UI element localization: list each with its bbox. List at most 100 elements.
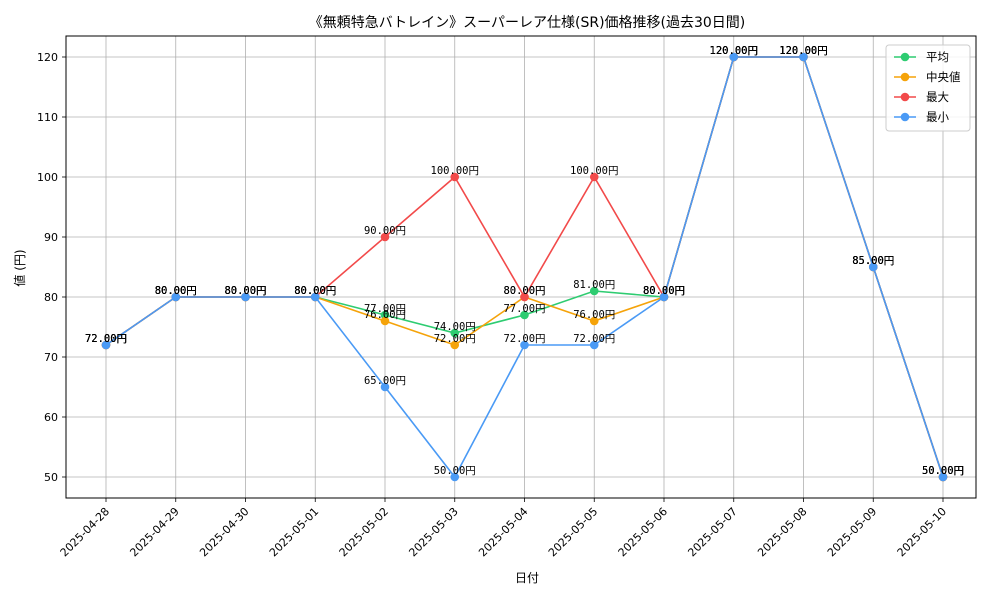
- data-label: 80.00円: [155, 285, 197, 297]
- chart-title: 《無頼特急バトレイン》スーパーレア仕様(SR)価格推移(過去30日間): [309, 15, 746, 31]
- data-label: 76.00円: [364, 309, 406, 321]
- data-label: 77.00円: [364, 303, 406, 315]
- x-tick-label: 2025-05-04: [476, 505, 530, 559]
- data-point: [729, 52, 739, 62]
- data-point: [938, 472, 948, 482]
- data-label: 72.00円: [85, 333, 127, 345]
- legend-label: 最大: [926, 90, 949, 104]
- data-label: 80.00円: [155, 285, 197, 297]
- legend-item: 最小: [894, 110, 949, 124]
- x-tick-label: 2025-05-06: [616, 505, 670, 559]
- data-label: 80.00円: [294, 285, 336, 297]
- data-label: 80.00円: [643, 285, 685, 297]
- data-label: 80.00円: [643, 285, 685, 297]
- data-label: 80.00円: [294, 285, 336, 297]
- data-labels: 72.00円 80.00円 80.00円 80.00円 77.00円 74.00円 77.0…: [85, 45, 964, 477]
- data-point: [241, 292, 250, 302]
- y-tick-label: 80: [44, 291, 58, 304]
- data-label: 120.00円: [710, 45, 758, 57]
- y-tick-label: 100: [37, 171, 58, 184]
- legend-swatch-marker: [900, 112, 910, 122]
- legend-item: 中央値: [894, 70, 961, 84]
- data-label: 85.00円: [852, 255, 894, 267]
- legend-item: 最大: [894, 90, 949, 104]
- legend-label: 平均: [926, 50, 949, 64]
- x-tick-label: 2025-05-02: [337, 505, 391, 559]
- data-label: 72.00円: [434, 333, 476, 345]
- y-tick-label: 50: [44, 471, 58, 484]
- data-point: [520, 340, 529, 350]
- data-point: [380, 382, 390, 392]
- data-point: [450, 472, 460, 482]
- data-point: [589, 316, 599, 326]
- y-axis-ticks: 50 60 70 80 90 100 110 120: [37, 51, 66, 484]
- legend-swatch-marker: [900, 92, 910, 102]
- data-point: [380, 316, 390, 326]
- data-label: 80.00円: [224, 285, 266, 297]
- data-label: 80.00円: [643, 285, 685, 297]
- data-label: 80.00円: [503, 285, 545, 297]
- data-label: 81.00円: [573, 279, 615, 291]
- data-label: 85.00円: [852, 255, 894, 267]
- data-label: 90.00円: [364, 225, 406, 237]
- x-tick-label: 2025-04-29: [127, 505, 181, 559]
- data-label: 72.00円: [85, 333, 127, 345]
- data-point: [380, 232, 390, 242]
- data-label: 120.00円: [710, 45, 758, 57]
- x-tick-label: 2025-05-10: [895, 505, 949, 559]
- x-tick-label: 2025-05-07: [685, 505, 739, 559]
- data-point: [868, 262, 878, 272]
- data-point: [589, 340, 599, 350]
- data-label: 80.00円: [294, 285, 336, 297]
- x-tick-label: 2025-05-05: [546, 505, 600, 559]
- data-label: 74.00円: [434, 321, 476, 333]
- data-label: 100.00円: [431, 165, 479, 177]
- y-tick-label: 90: [44, 231, 58, 244]
- data-label: 50.00円: [922, 465, 964, 477]
- data-point: [450, 328, 460, 338]
- y-tick-label: 60: [44, 411, 58, 424]
- x-tick-label: 2025-05-09: [825, 505, 879, 559]
- legend-swatch-marker: [900, 72, 910, 82]
- data-label: 80.00円: [294, 285, 336, 297]
- y-tick-label: 110: [37, 111, 58, 124]
- data-label: 80.00円: [224, 285, 266, 297]
- data-point: [450, 172, 460, 182]
- series-3: [101, 52, 948, 482]
- data-point: [380, 310, 390, 320]
- data-label: 50.00円: [922, 465, 964, 477]
- data-label: 80.00円: [643, 285, 685, 297]
- data-label: 72.00円: [573, 333, 615, 345]
- data-point: [171, 292, 181, 302]
- y-tick-label: 120: [37, 51, 58, 64]
- data-label: 50.00円: [434, 465, 476, 477]
- legend-item: 平均: [894, 50, 949, 64]
- data-label: 85.00円: [852, 255, 894, 267]
- data-label: 100.00円: [570, 165, 618, 177]
- data-label: 80.00円: [155, 285, 197, 297]
- data-point: [659, 292, 669, 302]
- plot-frame: [65, 35, 977, 499]
- x-tick-label: 2025-04-28: [58, 505, 112, 559]
- data-point: [101, 340, 111, 350]
- data-point: [799, 52, 808, 62]
- y-axis-label: 値 (円): [12, 249, 27, 286]
- data-point: [520, 310, 529, 320]
- data-label: 120.00円: [779, 45, 827, 57]
- data-label: 76.00円: [573, 309, 615, 321]
- x-tick-label: 2025-05-08: [755, 505, 809, 559]
- data-label: 120.00円: [779, 45, 827, 57]
- x-axis-ticks: 2025-04-28 2025-04-29 2025-04-30 2025-05-01…: [58, 498, 949, 559]
- data-label: 72.00円: [85, 333, 127, 345]
- data-label: 77.00円: [503, 303, 545, 315]
- y-tick-label: 70: [44, 351, 58, 364]
- legend-swatch-marker: [900, 52, 910, 62]
- data-label: 85.00円: [852, 255, 894, 267]
- data-label: 72.00円: [503, 333, 545, 345]
- data-label: 50.00円: [922, 465, 964, 477]
- data-label: 120.00円: [779, 45, 827, 57]
- data-point: [589, 172, 599, 182]
- data-label: 72.00円: [85, 333, 127, 345]
